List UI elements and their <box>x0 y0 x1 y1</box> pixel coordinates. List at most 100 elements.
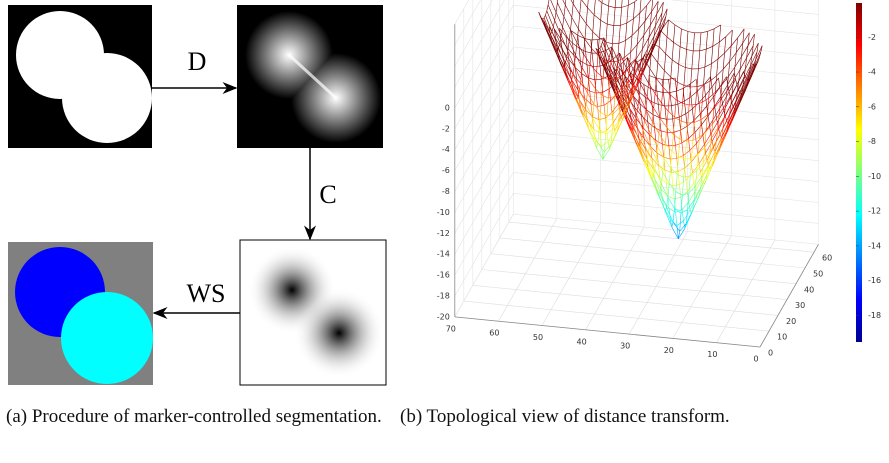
mesh-line <box>665 8 668 17</box>
mesh-line <box>662 199 665 208</box>
mesh-line <box>679 213 682 232</box>
mesh-line <box>643 138 646 149</box>
mesh-line <box>735 87 743 103</box>
mesh-line <box>719 76 727 88</box>
mesh-line <box>584 97 592 105</box>
mesh-line <box>689 143 697 151</box>
mesh-line <box>580 79 588 94</box>
z-tick-label: -6 <box>442 166 450 175</box>
mesh-line <box>714 140 717 152</box>
mesh-line <box>543 15 546 19</box>
mesh-line <box>734 94 742 110</box>
mesh-line <box>645 43 653 59</box>
mesh-line <box>603 37 606 51</box>
mesh-line <box>717 114 720 129</box>
mesh-line <box>612 25 615 44</box>
mesh-line <box>680 197 683 210</box>
mesh-line <box>685 108 693 114</box>
mesh-line <box>677 104 680 118</box>
mesh-line <box>581 67 589 80</box>
mesh-line <box>658 133 666 144</box>
mesh-line <box>628 1 635 6</box>
mesh-line <box>612 80 620 98</box>
mesh-line <box>644 120 652 135</box>
mesh-line <box>733 69 741 81</box>
mesh-line <box>679 184 682 198</box>
mesh-line <box>643 56 651 72</box>
mesh-line <box>614 0 616 8</box>
mesh-line <box>631 84 634 95</box>
step-label: D <box>188 47 207 76</box>
mesh-line <box>556 50 564 67</box>
mesh-line <box>618 106 621 121</box>
mesh-line <box>671 222 674 228</box>
mesh-line <box>606 64 614 82</box>
mesh-line <box>692 172 695 183</box>
mesh-line <box>574 54 576 66</box>
mesh-line <box>617 43 620 62</box>
mesh-line <box>691 140 694 159</box>
mesh-line <box>588 79 596 89</box>
x-tick-label: 20 <box>664 346 674 355</box>
y-tick-label: 40 <box>804 285 814 294</box>
mesh-line <box>751 45 754 57</box>
mesh-line <box>651 101 654 115</box>
mesh-line <box>572 0 574 4</box>
mesh-line <box>620 7 622 26</box>
mesh-line <box>734 52 737 68</box>
mesh-line <box>683 159 686 178</box>
mesh-line <box>742 74 750 89</box>
mesh-line <box>604 41 607 60</box>
mesh-line <box>684 167 687 181</box>
mesh-line <box>663 207 671 220</box>
mesh-line <box>645 162 653 179</box>
mesh-line <box>557 0 559 3</box>
mesh-line <box>637 68 640 73</box>
mesh-line <box>711 77 719 88</box>
mesh-line <box>646 109 654 115</box>
mesh-line <box>722 61 730 70</box>
box-line <box>716 239 776 343</box>
mesh-line <box>662 86 670 95</box>
mesh-line <box>615 74 623 83</box>
mesh-line <box>652 35 655 45</box>
mesh-line <box>626 83 629 97</box>
mesh-line <box>713 87 721 98</box>
mesh-line <box>609 134 617 150</box>
mesh-line <box>743 68 746 80</box>
mesh-line <box>702 135 705 145</box>
mesh-line <box>661 87 664 104</box>
mesh-line <box>576 78 584 87</box>
mesh-line <box>684 213 692 229</box>
mesh-line <box>705 86 713 96</box>
mesh-line <box>657 62 665 71</box>
mesh-line <box>707 116 710 126</box>
mesh-line <box>590 103 598 107</box>
mesh-line <box>579 14 587 24</box>
mesh-line <box>641 57 644 72</box>
mesh-line <box>688 175 691 194</box>
mesh-line <box>595 88 603 96</box>
mesh-line <box>671 105 673 120</box>
mesh-line <box>637 79 639 92</box>
mesh-line <box>724 116 727 121</box>
mesh-line <box>650 121 653 135</box>
mesh-line <box>699 131 707 138</box>
mesh-line <box>747 66 755 82</box>
box-line <box>454 130 514 234</box>
mesh-line <box>701 165 709 180</box>
box-line <box>490 253 797 285</box>
mesh-line <box>677 81 685 86</box>
mesh-line <box>646 0 652 6</box>
mesh-line <box>655 140 663 145</box>
mesh-line <box>713 92 716 109</box>
mesh-line <box>567 41 570 52</box>
mesh-line <box>752 34 755 46</box>
mesh-line <box>714 137 722 152</box>
mesh-line <box>717 42 720 60</box>
mesh-line <box>606 130 609 142</box>
mesh-line <box>613 96 616 114</box>
mesh-line <box>725 120 733 137</box>
mesh-line <box>570 80 572 84</box>
